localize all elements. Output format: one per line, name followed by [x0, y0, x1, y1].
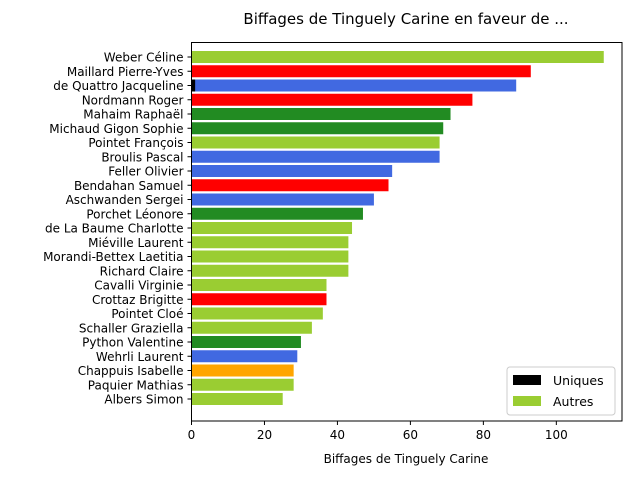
y-tick-label: Weber Céline: [104, 51, 184, 65]
bar-autres: [191, 364, 294, 377]
y-tick-label: Nordmann Roger: [82, 93, 184, 107]
y-tick-label: Michaud Gigon Sophie: [49, 122, 183, 136]
legend-label: Uniques: [553, 373, 604, 388]
bar-autres: [191, 108, 451, 120]
legend-swatch: [513, 375, 541, 385]
x-tick-label: 60: [403, 428, 418, 442]
y-tick-label: Paquier Mathias: [88, 378, 184, 392]
bar-autres: [191, 65, 531, 78]
bar-autres: [191, 222, 353, 234]
bar-autres: [191, 207, 363, 220]
y-tick-label: Chappuis Isabelle: [78, 364, 184, 378]
x-tick-label: 80: [476, 428, 491, 442]
bar-autres: [191, 336, 301, 348]
x-tick-labels: 0 20 40 60 80 100: [188, 421, 568, 442]
bar-autres: [191, 79, 517, 92]
bar-autres: [191, 236, 349, 249]
bar-autres: [191, 264, 349, 277]
legend: Uniques Autres: [506, 366, 616, 416]
y-tick-label: Python Valentine: [82, 336, 183, 350]
bar-autres: [191, 122, 444, 135]
y-tick-label: Aschwanden Sergei: [66, 193, 184, 207]
y-tick-label: Wehrli Laurent: [96, 350, 184, 364]
x-tick-label: 20: [257, 428, 272, 442]
bar-autres: [191, 350, 298, 363]
bar-autres: [191, 136, 440, 149]
y-tick-label: Porchet Léonore: [86, 207, 183, 221]
legend-swatch: [513, 396, 541, 406]
y-tick-label: Crottaz Brigitte: [92, 293, 184, 307]
legend-label: Autres: [553, 394, 593, 409]
bar-autres: [191, 150, 440, 163]
y-tick-label: Broulis Pascal: [101, 150, 183, 164]
y-tick-label: Morandi-Bettex Laetitia: [43, 250, 183, 264]
chart-title: Biffages de Tinguely Carine en faveur de…: [243, 10, 568, 28]
y-tick-label: Miéville Laurent: [88, 236, 184, 250]
plot-frame: [191, 42, 623, 422]
x-tick-label: 0: [188, 428, 196, 442]
bar-autres: [191, 250, 349, 263]
y-tick-label: Pointet François: [88, 136, 183, 150]
x-tick-label: 100: [545, 428, 568, 442]
y-tick-label: Bendahan Samuel: [74, 179, 184, 193]
y-tick-label: Albers Simon: [104, 393, 183, 407]
bar-autres: [191, 179, 389, 192]
bar-uniques: [191, 79, 196, 92]
bar-autres: [191, 165, 393, 177]
x-tick-label: 40: [330, 428, 345, 442]
bar-autres: [191, 193, 374, 206]
x-axis-label: Biffages de Tinguely Carine: [324, 452, 489, 466]
y-tick-label: Mahaim Raphaël: [83, 108, 183, 122]
y-tick-label: Schaller Graziella: [79, 321, 184, 335]
bar-autres: [191, 321, 312, 334]
y-tick-label: Pointet Cloé: [111, 307, 183, 321]
bar-autres: [191, 378, 294, 391]
bar-autres: [191, 293, 327, 306]
bar-autres: [191, 279, 327, 291]
y-tick-label: Feller Olivier: [108, 165, 183, 179]
y-tick-label: Maillard Pierre-Yves: [67, 65, 184, 79]
y-tick-label: Richard Claire: [100, 264, 184, 278]
y-tick-label: de Quattro Jacqueline: [53, 79, 183, 93]
y-tick-label: de La Baume Charlotte: [45, 222, 184, 236]
bar-autres: [191, 93, 473, 106]
bar-autres: [191, 51, 604, 63]
bar-autres: [191, 307, 323, 320]
bars-group: [191, 51, 604, 405]
y-tick-label: Cavalli Virginie: [94, 279, 183, 293]
bar-autres: [191, 393, 283, 405]
